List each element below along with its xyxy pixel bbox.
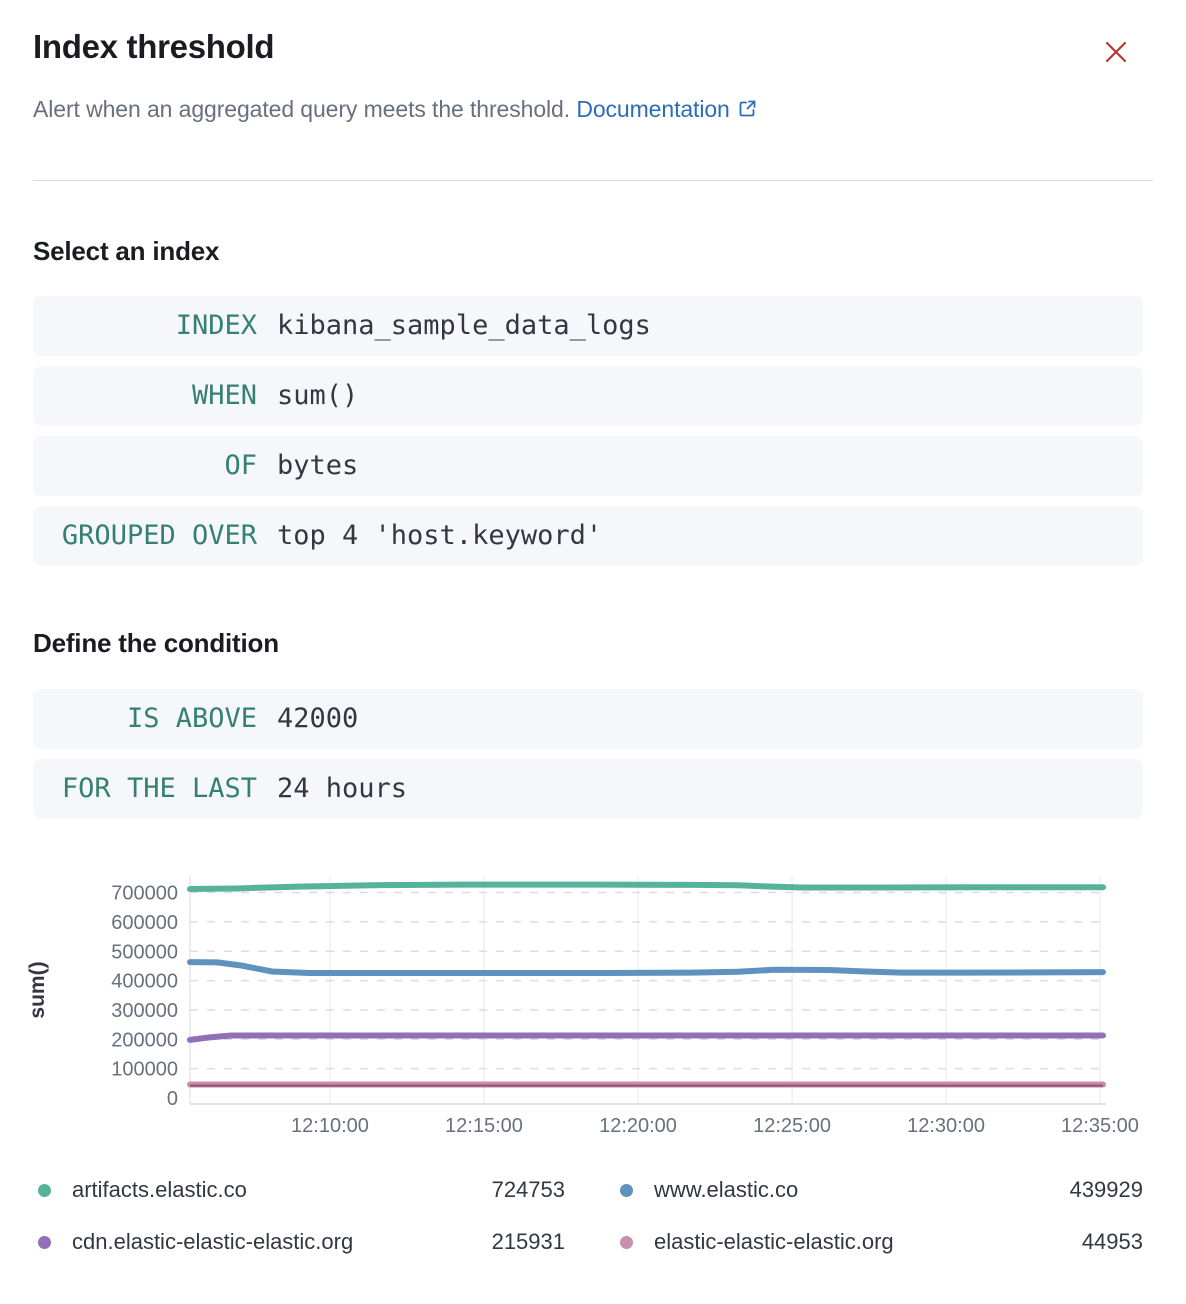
series-line-cdn.elastic-elastic-elastic.org: [187, 1032, 1106, 1043]
legend-item: cdn.elastic-elastic-elastic.org 215931: [38, 1228, 565, 1256]
legend-label: elastic-elastic-elastic.org: [654, 1229, 894, 1254]
close-button[interactable]: [1094, 30, 1138, 74]
legend-dot: [38, 1235, 51, 1249]
expression-keyword: WHEN: [191, 380, 257, 411]
legend-dot: [620, 1183, 633, 1197]
expression-keyword: OF: [224, 450, 257, 481]
y-axis-title: sum(): [26, 961, 49, 1018]
y-tick-label: 200000: [111, 1029, 178, 1051]
series-line-artifacts.elastic.co: [187, 881, 1106, 893]
expression-value: top 4 'host.keyword': [277, 520, 603, 551]
y-tick-label: 0: [167, 1088, 178, 1110]
threshold-preview-chart: 12:10:00 12:15:00 12:20:00 12:25:00 12:30:00…: [0, 858, 1186, 1158]
documentation-link-label: Documentation: [576, 96, 730, 122]
expression-value: kibana_sample_data_logs: [277, 310, 651, 341]
expression-keyword: INDEX: [175, 310, 257, 341]
legend-label: artifacts.elastic.co: [72, 1177, 247, 1202]
x-tick-label: 12:10:00: [291, 1115, 369, 1137]
legend-item: www.elastic.co 439929: [620, 1176, 1143, 1204]
section-heading-select-index: Select an index: [33, 236, 220, 266]
expression-value: 24 hours: [277, 773, 408, 804]
expression-value: 42000: [277, 703, 359, 734]
expression-of[interactable]: OF bytes: [33, 436, 1143, 496]
y-tick-label: 600000: [111, 912, 178, 934]
threshold-chart-svg: 12:10:00 12:15:00 12:20:00 12:25:00 12:30:00…: [26, 876, 1139, 1137]
series-line-www.elastic.co: [187, 959, 1106, 976]
x-tick-label: 12:20:00: [599, 1115, 677, 1137]
legend-item: artifacts.elastic.co 724753: [38, 1176, 565, 1204]
documentation-link[interactable]: Documentation: [576, 96, 757, 122]
legend-label: www.elastic.co: [654, 1177, 799, 1202]
expression-index[interactable]: INDEX kibana_sample_data_logs: [33, 296, 1143, 356]
expression-value: bytes: [277, 450, 359, 481]
section-heading-define-condition: Define the condition: [33, 628, 279, 658]
expression-keyword: GROUPED OVER: [61, 520, 257, 551]
legend-value: 439929: [1069, 1177, 1143, 1202]
y-tick-label: 300000: [111, 1000, 178, 1022]
close-icon: [1105, 41, 1127, 63]
x-tick-label: 12:15:00: [445, 1115, 523, 1137]
x-tick-label: 12:30:00: [907, 1115, 985, 1137]
expression-grouped-over[interactable]: GROUPED OVER top 4 'host.keyword': [33, 506, 1143, 566]
legend-dot: [620, 1235, 633, 1249]
legend-dot: [38, 1183, 51, 1197]
expression-for-the-last[interactable]: FOR THE LAST 24 hours: [33, 759, 1143, 819]
expression-value: sum(): [277, 380, 359, 411]
legend-value: 724753: [491, 1177, 565, 1202]
page-title: Index threshold: [33, 28, 275, 65]
x-tick-label: 12:35:00: [1061, 1115, 1139, 1137]
legend-value: 215931: [491, 1229, 565, 1254]
flyout-description: Alert when an aggregated query meets the…: [33, 96, 758, 125]
description-text: Alert when an aggregated query meets the…: [33, 96, 571, 122]
expression-is-above[interactable]: IS ABOVE 42000: [33, 689, 1143, 749]
legend-value: 44953: [1081, 1229, 1143, 1254]
legend-item: elastic-elastic-elastic.org 44953: [620, 1228, 1143, 1256]
expression-when[interactable]: WHEN sum(): [33, 366, 1143, 426]
expression-keyword: FOR THE LAST: [61, 773, 257, 804]
y-tick-label: 500000: [111, 941, 178, 963]
header-divider: [33, 180, 1153, 181]
y-tick-label: 400000: [111, 971, 178, 993]
legend-label: cdn.elastic-elastic-elastic.org: [72, 1229, 354, 1254]
external-link-icon: [737, 98, 758, 125]
expression-keyword: IS ABOVE: [126, 703, 257, 734]
x-tick-label: 12:25:00: [753, 1115, 831, 1137]
y-tick-label: 100000: [111, 1059, 178, 1081]
y-tick-label: 700000: [111, 883, 178, 905]
